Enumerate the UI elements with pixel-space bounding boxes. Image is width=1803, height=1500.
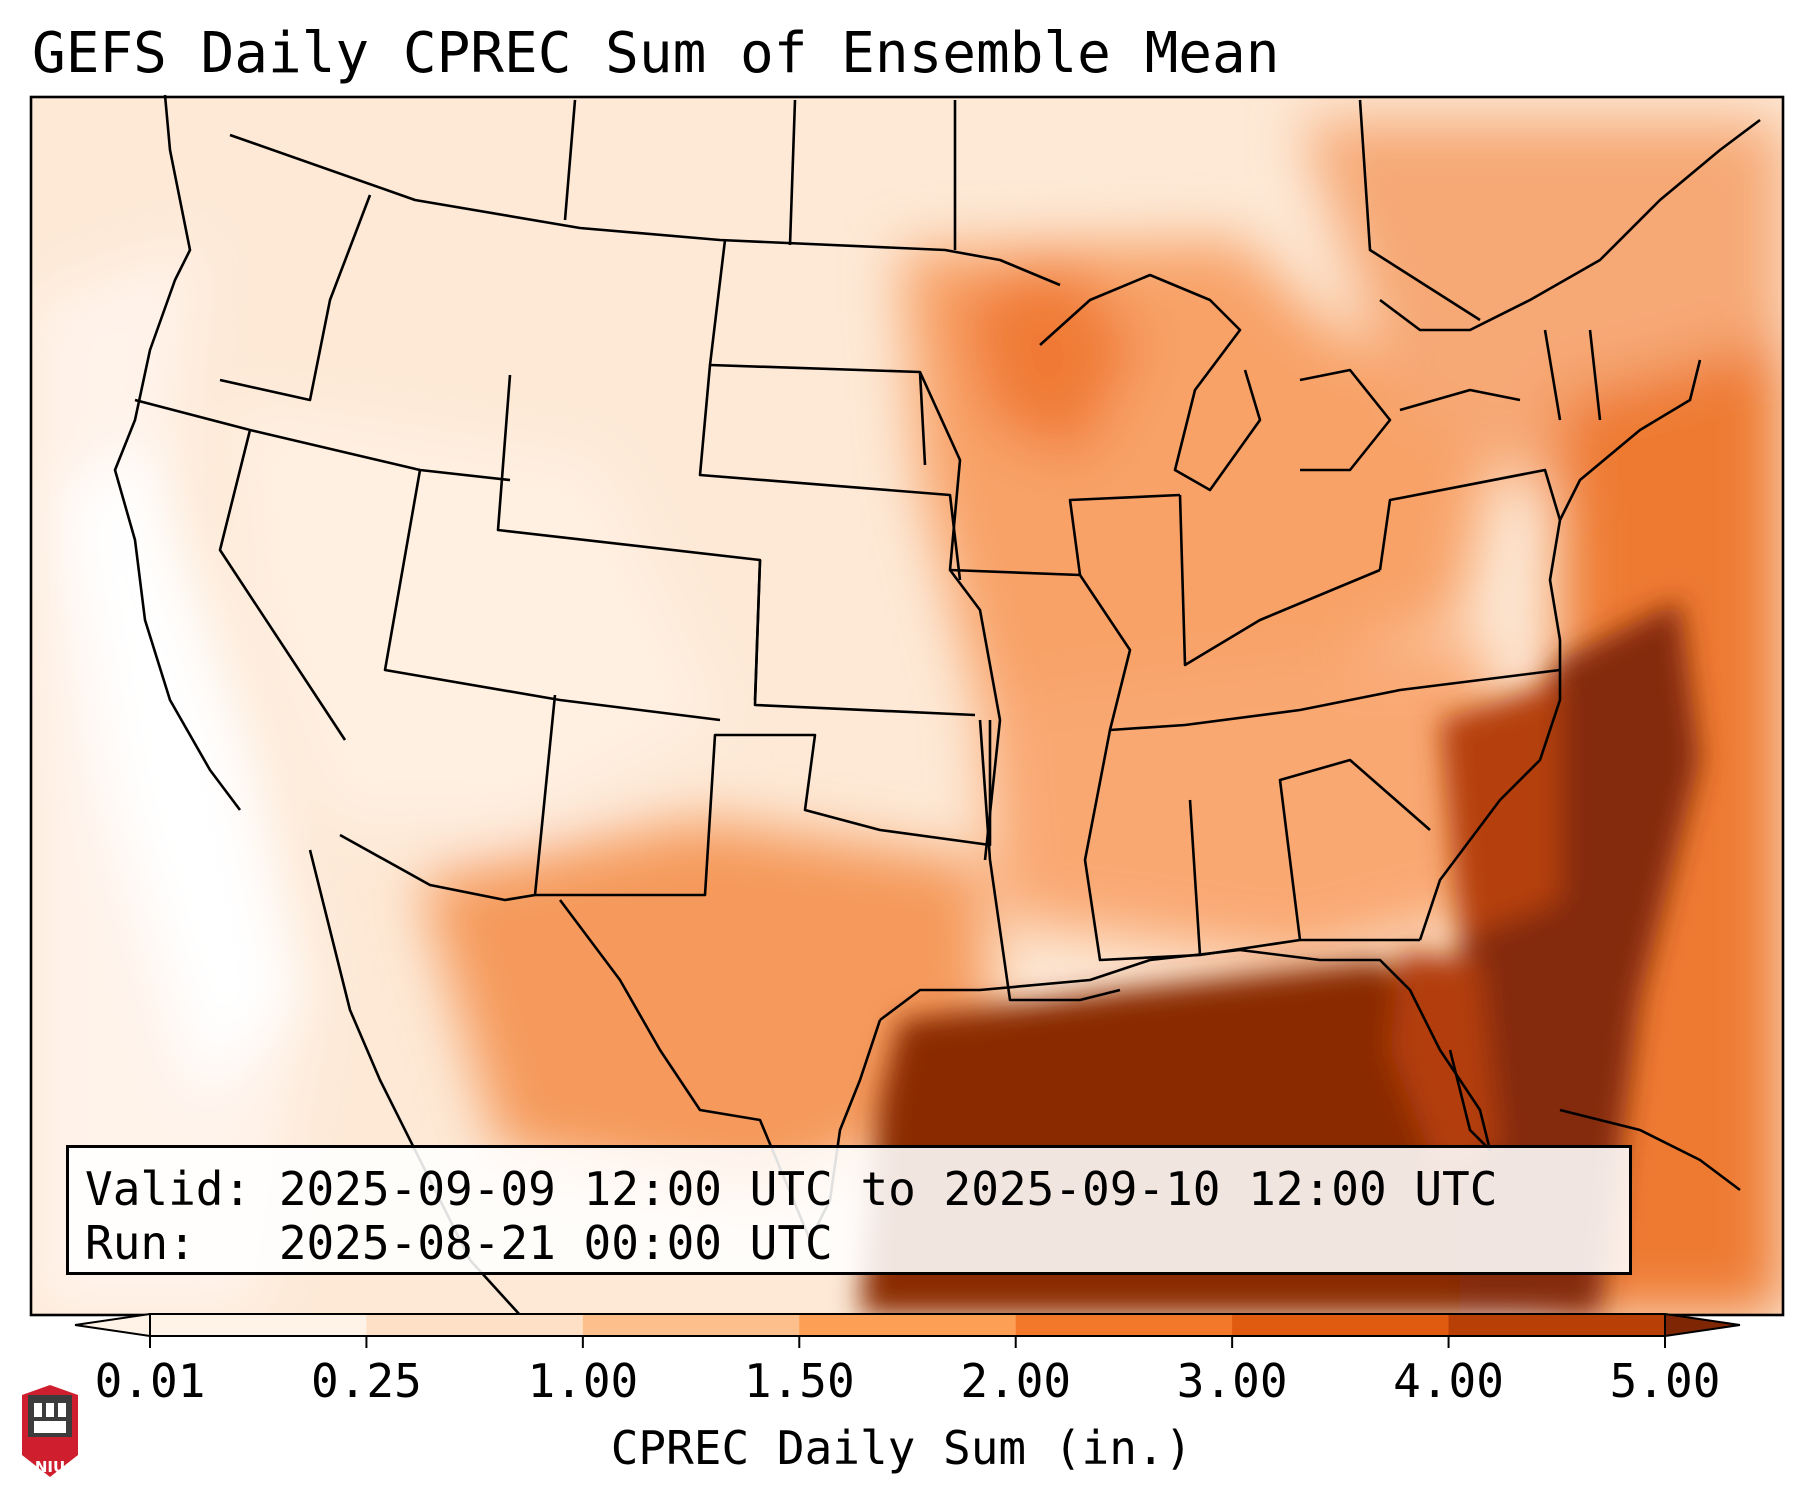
colorbar-tick-label: 4.00 (1393, 1354, 1504, 1408)
colorbar-segment (150, 1314, 367, 1336)
colorbar-tick-label: 1.50 (743, 1354, 855, 1408)
colorbar-tick-label: 3.00 (1176, 1354, 1288, 1408)
map-title: GEFS Daily CPREC Sum of Ensemble Mean (32, 21, 1280, 86)
colorbar-segment (1448, 1314, 1666, 1336)
colorbar-segment (799, 1314, 1017, 1336)
colorbar-extend-max (1665, 1314, 1740, 1336)
state-borders (113, 94, 1761, 1316)
colorbar-segment (1015, 1314, 1233, 1336)
colorbar-tick-label: 2.00 (960, 1354, 1072, 1408)
colorbar-segment (366, 1314, 584, 1336)
run-line: Run: 2025-08-21 00:00 UTC (85, 1216, 833, 1270)
precip-field (31, 97, 1783, 1315)
colorbar-label: CPREC Daily Sum (in.) (610, 1421, 1193, 1475)
colorbar (74, 1313, 1741, 1348)
colorbar-extend-min (75, 1314, 150, 1336)
niu-logo (22, 1385, 78, 1477)
colorbar-tick-label: 1.00 (527, 1354, 639, 1408)
colorbar-tick-label: 0.01 (94, 1354, 206, 1408)
colorbar-segment (1232, 1314, 1450, 1336)
info-box: Valid: 2025-09-09 12:00 UTC to 2025-09-1… (66, 1145, 1632, 1275)
niu-logo-text: NIU (34, 1458, 66, 1476)
colorbar-tick-label: 5.00 (1609, 1354, 1721, 1408)
valid-line: Valid: 2025-09-09 12:00 UTC to 2025-09-1… (85, 1162, 1498, 1216)
colorbar-segment (582, 1314, 800, 1336)
colorbar-tick-label: 0.25 (311, 1354, 422, 1408)
